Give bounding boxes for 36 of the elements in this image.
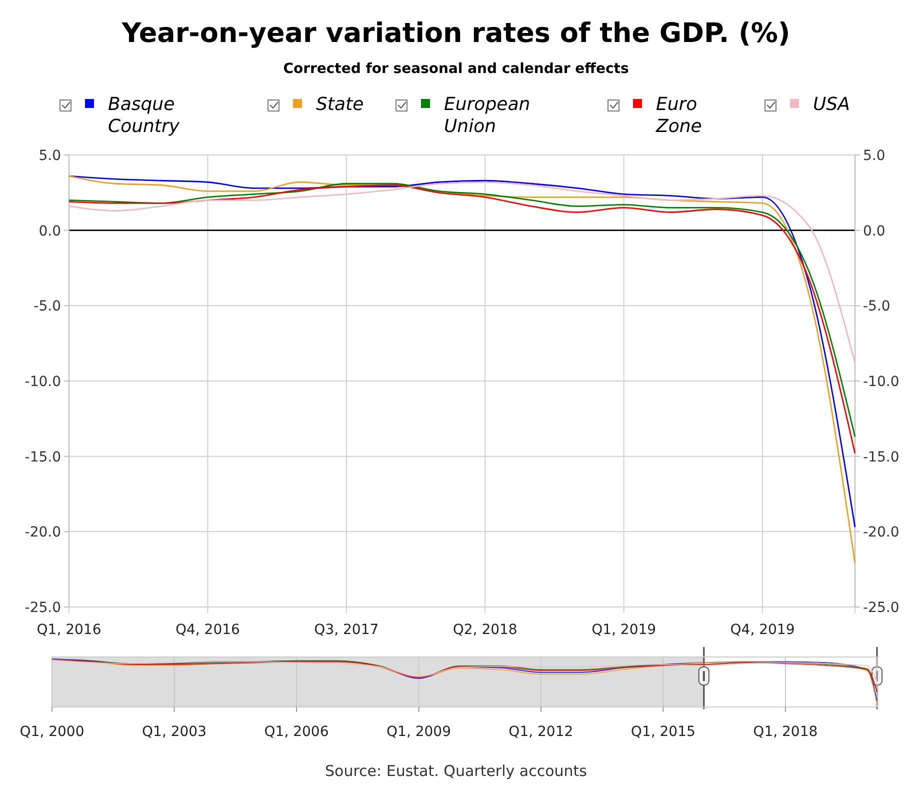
x-tick-label: Q3, 2017	[314, 622, 379, 638]
x-tick-label: Q1, 2012	[508, 724, 574, 740]
x-tick-label: Q1, 2015	[630, 724, 696, 740]
chart-subtitle: Corrected for seasonal and calendar effects	[283, 61, 629, 77]
y-tick-label: 5.0	[38, 148, 61, 164]
x-tick-label: Q1, 2003	[142, 724, 206, 740]
legend-label: Euro Zone	[655, 94, 702, 137]
y2-tick-label: -20.0	[863, 524, 900, 541]
line-series	[68, 181, 856, 364]
x-tick-label: Q1, 2000	[20, 724, 84, 740]
legend-label: USA	[813, 94, 850, 115]
x-tick-label: Q1, 2018	[753, 724, 818, 740]
y2-tick-label: -25.0	[863, 600, 900, 616]
x-tick-label: Q1, 2016	[36, 622, 102, 638]
legend-label: State	[316, 94, 364, 115]
chart-title: Year-on-year variation rates of the GDP. (%)	[120, 18, 790, 49]
x-tick-label: Q4, 2019	[730, 622, 795, 638]
y-tick-label: 0.0	[38, 223, 61, 240]
x-tick-label: Q1, 2006	[264, 724, 329, 740]
y-tick-label: -15.0	[24, 449, 61, 466]
y2-tick-label: 5.0	[863, 148, 886, 164]
x-tick-label: Q1, 2009	[386, 724, 451, 740]
y2-tick-label: 0.0	[863, 223, 886, 240]
y-tick-label: -25.0	[24, 600, 61, 616]
y2-tick-label: -5.0	[863, 298, 890, 315]
x-tick-label: Q4, 2016	[175, 622, 240, 638]
legend-label: European Union	[444, 94, 530, 137]
legend-label: Basque Country	[108, 94, 180, 137]
x-tick-label: Q2, 2018	[452, 622, 518, 638]
source-note: Source: Eustat. Quarterly accounts	[325, 762, 588, 780]
y2-tick-label: -10.0	[863, 374, 900, 390]
y-tick-label: -10.0	[24, 374, 61, 390]
y-tick-label: -20.0	[24, 524, 61, 541]
y-tick-label: -5.0	[34, 298, 61, 315]
x-tick-label: Q1, 2019	[592, 622, 656, 638]
y2-tick-label: -15.0	[863, 449, 900, 466]
